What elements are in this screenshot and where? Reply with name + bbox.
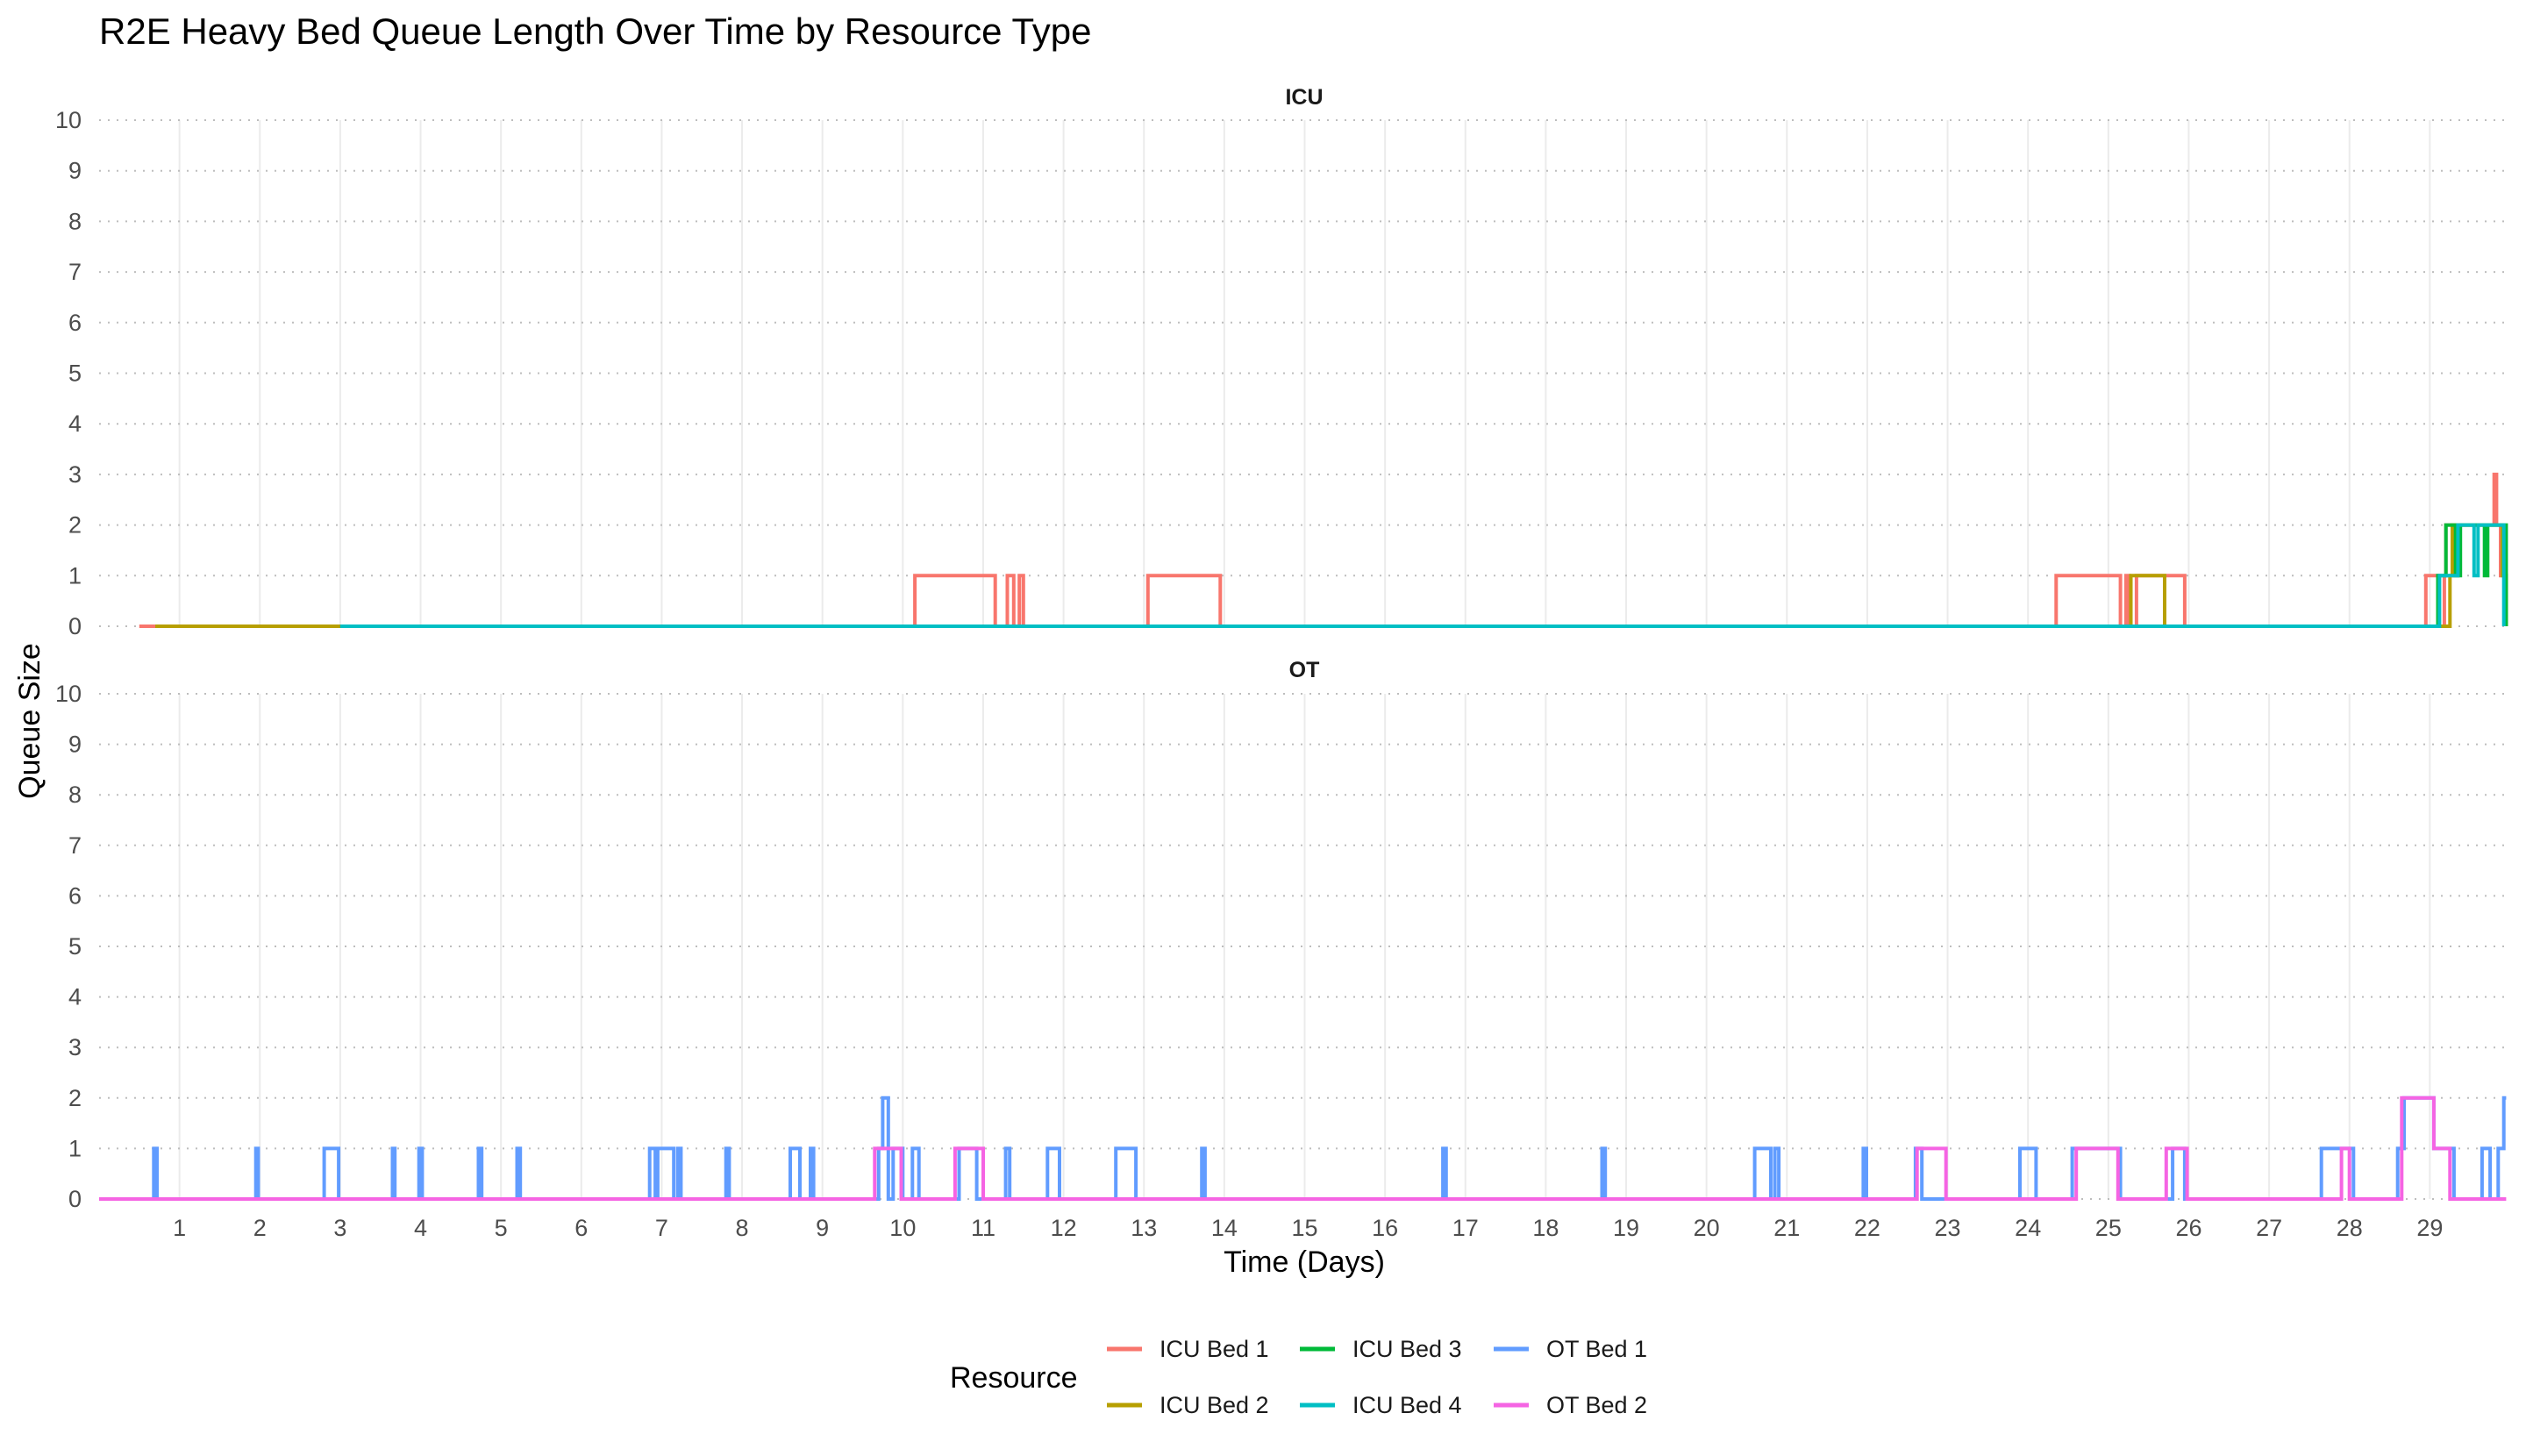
x-tick-label: 26 [2175,1215,2201,1241]
chart-title: R2E Heavy Bed Queue Length Over Time by … [99,11,1092,52]
x-tick-label: 23 [1935,1215,1961,1241]
legend-label: OT Bed 2 [1546,1392,1647,1418]
x-axis-label: Time (Days) [1224,1245,1385,1279]
x-tick-label: 18 [1532,1215,1559,1241]
y-tick-label: 5 [68,933,82,960]
y-tick-label: 5 [68,360,82,387]
y-axis-label: Queue Size [13,643,46,799]
legend-title: Resource [950,1361,1078,1395]
strip-label-icu: ICU [1285,85,1323,110]
x-tick-label: 10 [889,1215,916,1241]
series-line-icu-bed-1 [139,472,2508,628]
x-tick-label: 13 [1131,1215,1157,1241]
legend-label: ICU Bed 2 [1160,1392,1269,1418]
y-tick-label: 2 [68,1085,82,1111]
x-tick-label: 29 [2416,1215,2443,1241]
x-tick-label: 1 [173,1215,186,1241]
x-tick-label: 17 [1452,1215,1479,1241]
x-tick-label: 22 [1854,1215,1880,1241]
x-tick-label: 2 [253,1215,267,1241]
x-tick-label: 24 [2015,1215,2041,1241]
x-tick-label: 21 [1773,1215,1800,1241]
legend-label: ICU Bed 1 [1160,1336,1269,1362]
series-line-ot-bed-1 [99,1096,2507,1201]
x-tick-label: 19 [1613,1215,1639,1241]
y-tick-label: 10 [55,107,82,133]
series-line-ot-bed-2 [99,1096,2507,1201]
x-tick-label: 20 [1694,1215,1720,1241]
y-tick-label: 4 [68,984,82,1010]
y-tick-label: 2 [68,512,82,539]
x-tick-label: 4 [414,1215,427,1241]
panel-icu: 0 1 2 3 4 5 6 7 8 9 10 [55,107,2510,639]
legend-label: ICU Bed 3 [1352,1336,1462,1362]
y-tick-label: 6 [68,310,82,336]
x-tick-label: 28 [2337,1215,2363,1241]
legend-label: ICU Bed 4 [1352,1392,1462,1418]
x-tick-label: 8 [736,1215,749,1241]
y-tick-label: 1 [68,562,82,589]
y-tick-label: 0 [68,1186,82,1212]
x-tick-label: 11 [971,1215,995,1241]
x-tick-label: 3 [333,1215,346,1241]
strip-label-ot: OT [1289,658,1320,682]
y-tick-label: 10 [55,681,82,707]
x-tick-label: 15 [1291,1215,1317,1241]
legend-label: OT Bed 1 [1546,1336,1647,1362]
y-tick-label: 9 [68,732,82,758]
x-tick-label: 12 [1051,1215,1077,1241]
y-tick-label: 9 [68,158,82,184]
y-tick-label: 3 [68,461,82,488]
x-tick-label: 27 [2256,1215,2282,1241]
x-tick-label: 25 [2095,1215,2122,1241]
x-tick-label: 7 [655,1215,668,1241]
y-tick-label: 6 [68,882,82,909]
x-tick-label: 9 [816,1215,829,1241]
legend: Resource ICU Bed 1 ICU Bed 2 ICU Bed 3 ICU … [950,1336,1647,1418]
y-tick-label: 1 [68,1135,82,1161]
y-tick-label: 7 [68,832,82,859]
y-tick-label: 8 [68,208,82,234]
y-tick-label: 0 [68,613,82,639]
x-tick-label: 5 [495,1215,508,1241]
y-tick-label: 7 [68,259,82,285]
x-tick-label: 14 [1211,1215,1238,1241]
series-line-icu-bed-2 [155,523,2508,628]
y-tick-label: 3 [68,1034,82,1060]
x-tick-label: 6 [574,1215,588,1241]
series-line-icu-bed-4 [339,523,2506,628]
y-tick-label: 4 [68,410,82,437]
y-tick-label: 8 [68,782,82,808]
x-tick-label: 16 [1372,1215,1398,1241]
